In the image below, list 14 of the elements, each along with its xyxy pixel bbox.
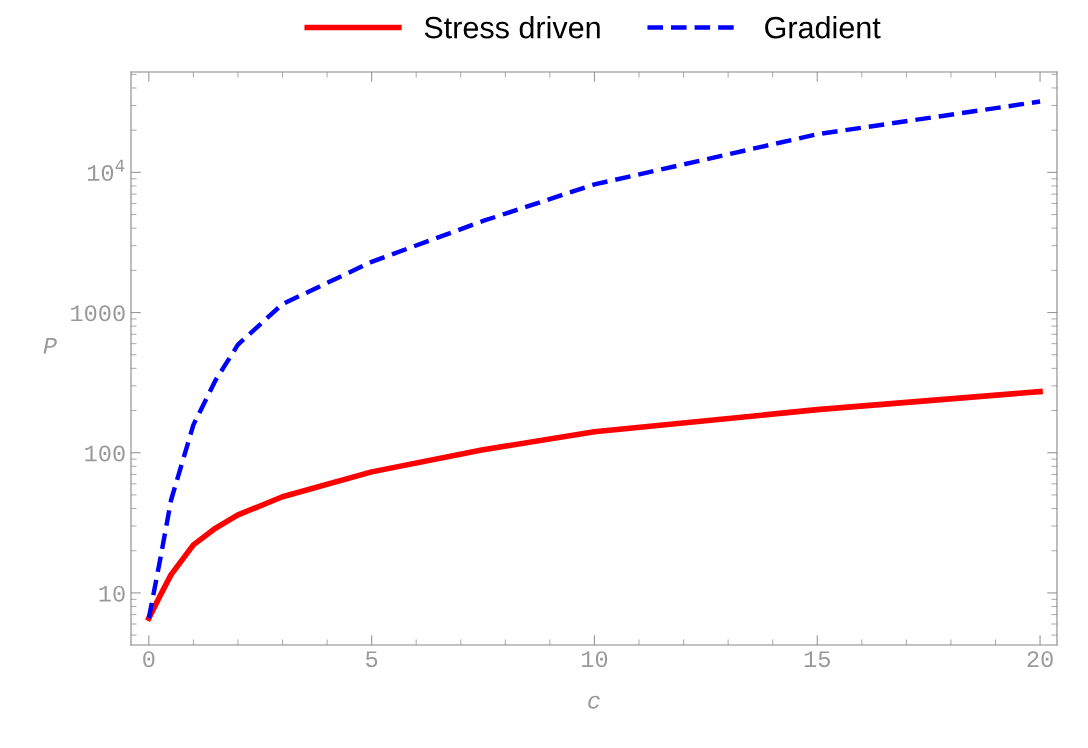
y-tick-label: 10 — [99, 585, 125, 602]
x-tick-label: 15 — [804, 651, 830, 668]
x-tick-label: 5 — [366, 651, 378, 668]
line-series — [146, 99, 1043, 621]
x-tick-label: 20 — [1027, 651, 1053, 668]
y-tick-label: 100 — [85, 445, 125, 462]
x-tick-label: 10 — [581, 651, 608, 668]
legend-label: Stress driven — [424, 16, 600, 39]
legend-label: Gradient — [765, 16, 881, 39]
x-axis-title: c — [588, 695, 600, 709]
x-tick-label: 0 — [143, 651, 155, 668]
y-axis-title: P — [43, 338, 57, 354]
y-tick-label: 1000 — [71, 305, 125, 322]
y-tick-label: 10$^{4}$ — [87, 159, 125, 181]
